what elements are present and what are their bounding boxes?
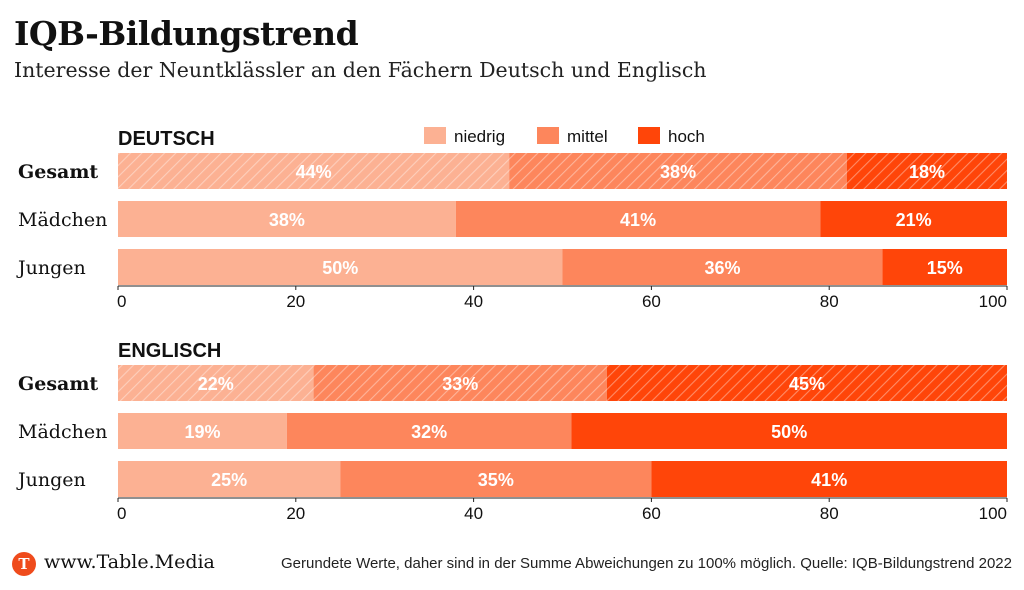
legend-swatch xyxy=(537,127,559,144)
x-tick-label: 100 xyxy=(979,292,1007,311)
footer: T www.Table.Media Gerundete Werte, daher… xyxy=(12,550,1012,578)
x-tick-label: 80 xyxy=(820,292,839,311)
bar-segment xyxy=(118,413,287,449)
data-label: 38% xyxy=(660,162,696,182)
bar-segment-hatch xyxy=(846,153,1007,189)
chart-subtitle: Interesse der Neuntklässler an den Fäche… xyxy=(14,58,707,82)
legend-swatch xyxy=(638,127,660,144)
x-tick-label: 60 xyxy=(642,504,661,523)
bar-segment xyxy=(118,461,341,497)
data-label: 50% xyxy=(771,422,807,442)
category-label: Gesamt xyxy=(18,373,98,395)
site-name: www.Table.Media xyxy=(44,551,215,573)
data-label: 33% xyxy=(442,374,478,394)
panel-deutsch: DEUTSCH Gesamt 44% 38% 18% Mädchen 38% 41% 21% Ju… xyxy=(16,128,1008,311)
legend-swatch xyxy=(424,127,446,144)
data-label: 38% xyxy=(269,210,305,230)
bar-segment xyxy=(651,461,1007,497)
panel-englisch: ENGLISCH Gesamt 22% 33% 45% Mädchen 19% 32% 50% J… xyxy=(16,340,1008,523)
table-media-logo: T xyxy=(12,552,36,576)
x-tick-label: 20 xyxy=(286,292,305,311)
bar-segment xyxy=(118,249,563,285)
bar-segment xyxy=(820,201,1007,237)
data-label: 22% xyxy=(198,374,234,394)
x-tick-label: 100 xyxy=(979,504,1007,523)
category-label: Mädchen xyxy=(18,209,107,231)
x-tick-label: 40 xyxy=(464,504,483,523)
data-label: 19% xyxy=(184,422,220,442)
legend: niedrig mittel hoch xyxy=(424,127,705,146)
bar-segment xyxy=(571,413,1007,449)
data-label: 45% xyxy=(789,374,825,394)
category-label: Jungen xyxy=(16,469,86,491)
legend-label: niedrig xyxy=(454,127,505,146)
x-tick-label: 80 xyxy=(820,504,839,523)
legend-item-2: hoch xyxy=(638,127,705,146)
data-label: 32% xyxy=(411,422,447,442)
data-label: 15% xyxy=(927,258,963,278)
bar-segment-hatch xyxy=(606,365,1007,401)
source-note: Gerundete Werte, daher sind in der Summe… xyxy=(281,555,1012,572)
bar-segment xyxy=(562,249,883,285)
bar-segment xyxy=(340,461,652,497)
legend-item-1: mittel xyxy=(537,127,608,146)
bar-segment xyxy=(118,201,456,237)
data-label: 41% xyxy=(811,470,847,490)
bar-segment-hatch xyxy=(509,153,847,189)
stacked-bar-charts: niedrig mittel hoch DEUTSCH Gesamt 44% 38% 18%… xyxy=(16,127,1008,523)
bar-segment xyxy=(882,249,1007,285)
data-label: 41% xyxy=(620,210,656,230)
panel-title: ENGLISCH xyxy=(118,340,221,362)
category-label: Gesamt xyxy=(18,161,98,183)
bar-segment-hatch xyxy=(313,365,607,401)
data-label: 35% xyxy=(478,470,514,490)
x-tick-label: 0 xyxy=(117,292,126,311)
bar-segment xyxy=(286,413,572,449)
data-label: 44% xyxy=(296,162,332,182)
legend-label: mittel xyxy=(567,127,608,146)
data-label: 36% xyxy=(705,258,741,278)
legend-item-0: niedrig xyxy=(424,127,505,146)
bar-segment-hatch xyxy=(118,153,510,189)
category-label: Mädchen xyxy=(18,421,107,443)
x-tick-label: 40 xyxy=(464,292,483,311)
data-label: 25% xyxy=(211,470,247,490)
bar-segment xyxy=(455,201,821,237)
data-label: 18% xyxy=(909,162,945,182)
panel-title: DEUTSCH xyxy=(118,128,215,150)
data-label: 50% xyxy=(322,258,358,278)
legend-label: hoch xyxy=(668,127,705,146)
bar-segment-hatch xyxy=(118,365,314,401)
x-tick-label: 20 xyxy=(286,504,305,523)
data-label: 21% xyxy=(896,210,932,230)
category-label: Jungen xyxy=(16,257,86,279)
x-tick-label: 0 xyxy=(117,504,126,523)
x-tick-label: 60 xyxy=(642,292,661,311)
chart-title: IQB-Bildungstrend xyxy=(14,14,359,53)
